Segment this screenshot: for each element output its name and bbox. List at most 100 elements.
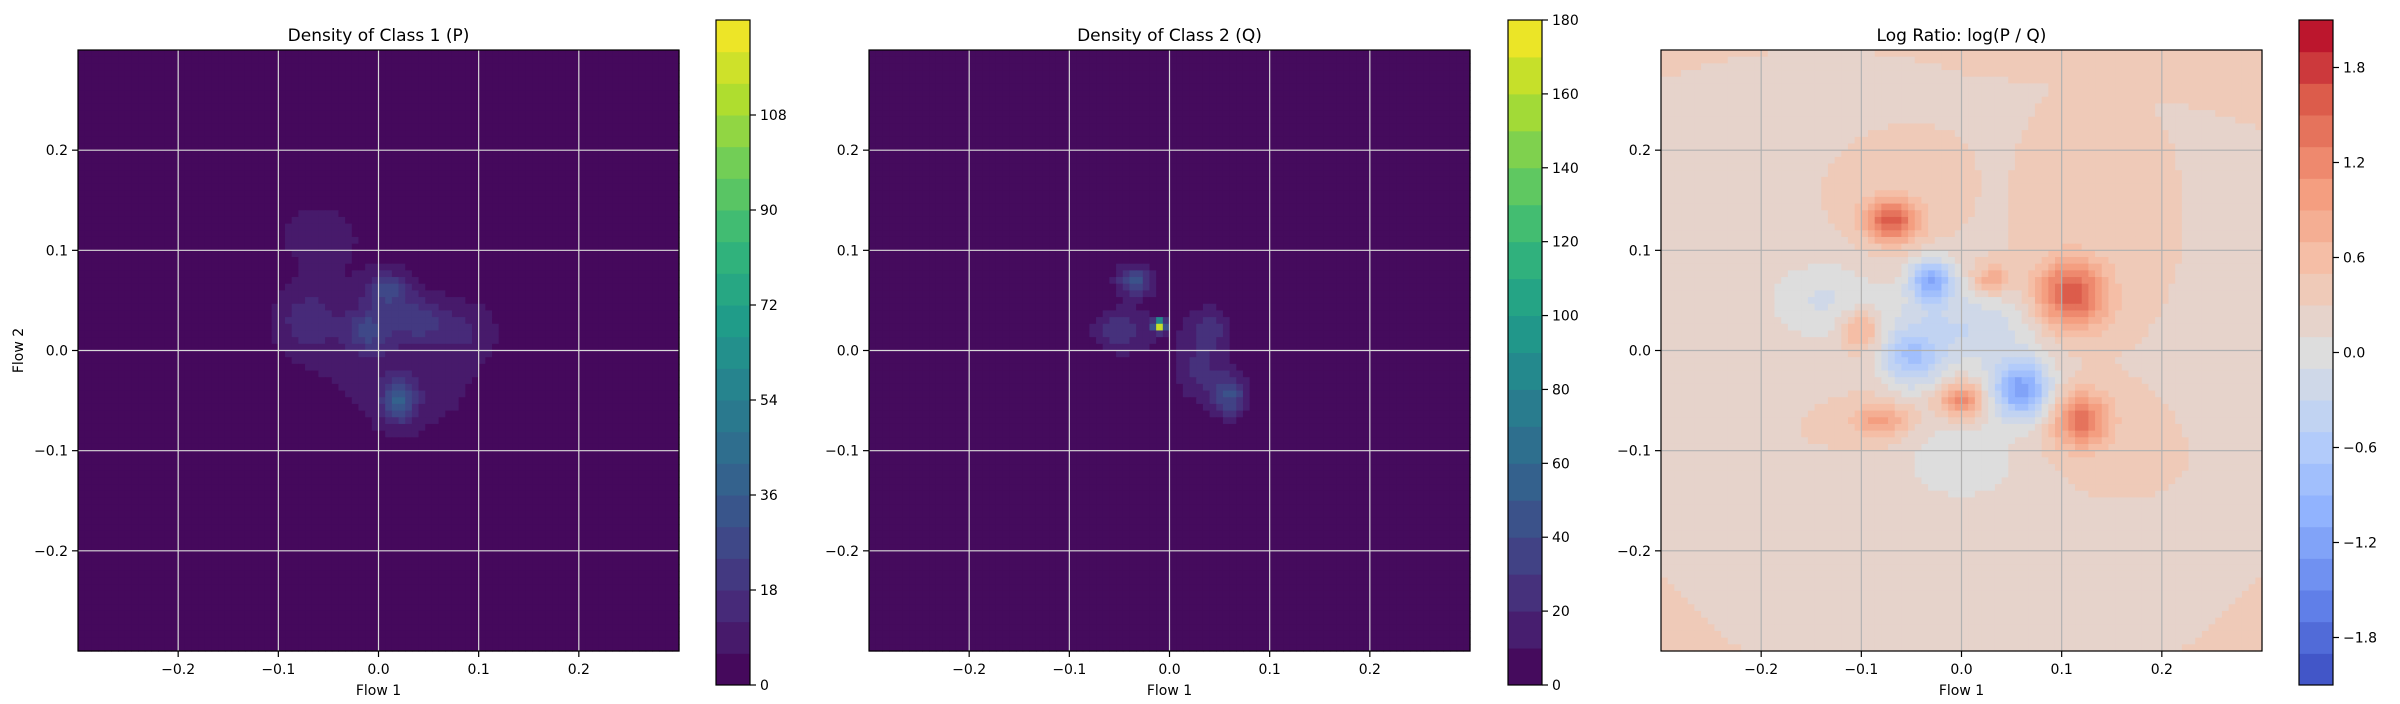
heatmap-cell — [419, 304, 426, 311]
heatmap-cell — [338, 337, 345, 344]
heatmap-cell — [298, 377, 305, 384]
heatmap-cell — [432, 224, 439, 231]
heatmap-cell — [345, 204, 352, 211]
heatmap-cell — [505, 57, 512, 64]
heatmap-cell — [265, 417, 272, 424]
heatmap-cell — [278, 250, 285, 257]
heatmap-cell — [138, 317, 145, 324]
heatmap-cell — [592, 177, 599, 184]
heatmap-cell — [125, 290, 132, 297]
heatmap-cell — [225, 117, 232, 124]
heatmap-cell — [91, 290, 98, 297]
heatmap-cell — [445, 63, 452, 70]
heatmap-cell — [545, 190, 552, 197]
heatmap-cell — [212, 184, 219, 191]
heatmap-cell — [559, 351, 566, 358]
heatmap-cell — [579, 70, 586, 77]
heatmap-cell — [192, 70, 199, 77]
heatmap-cell — [151, 50, 158, 57]
heatmap-cell — [185, 337, 192, 344]
heatmap-cell — [232, 351, 239, 358]
heatmap-cell — [78, 77, 85, 84]
heatmap-cell — [325, 83, 332, 90]
heatmap-cell — [325, 364, 332, 371]
heatmap-cell — [265, 170, 272, 177]
heatmap-cell — [419, 290, 426, 297]
heatmap-cell — [178, 324, 185, 331]
heatmap-cell — [559, 57, 566, 64]
heatmap-cell — [445, 50, 452, 57]
heatmap-cell — [238, 77, 245, 84]
heatmap-cell — [606, 404, 613, 411]
heatmap-cell — [519, 270, 526, 277]
heatmap-cell — [232, 411, 239, 418]
heatmap-cell — [499, 137, 506, 144]
heatmap-cell — [646, 70, 653, 77]
heatmap-cell — [439, 230, 446, 237]
heatmap-cell — [626, 264, 633, 271]
heatmap-cell — [452, 284, 459, 291]
heatmap-cell — [318, 417, 325, 424]
heatmap-cell — [439, 97, 446, 104]
heatmap-cell — [519, 377, 526, 384]
heatmap-cell — [325, 230, 332, 237]
heatmap-cell — [292, 97, 299, 104]
heatmap-cell — [445, 324, 452, 331]
heatmap-cell — [646, 177, 653, 184]
heatmap-cell — [532, 77, 539, 84]
heatmap-cell — [225, 184, 232, 191]
heatmap-cell — [632, 130, 639, 137]
heatmap-cell — [105, 190, 112, 197]
heatmap-cell — [599, 137, 606, 144]
heatmap-cell — [639, 357, 646, 364]
heatmap-cell — [158, 257, 165, 264]
heatmap-cell — [111, 391, 118, 398]
heatmap-cell — [632, 184, 639, 191]
heatmap-cell — [85, 204, 92, 211]
heatmap-cell — [385, 230, 392, 237]
heatmap-cell — [399, 237, 406, 244]
heatmap-cell — [532, 411, 539, 418]
heatmap-cell — [365, 210, 372, 217]
heatmap-cell — [252, 230, 259, 237]
heatmap-cell — [459, 97, 466, 104]
heatmap-cell — [345, 351, 352, 358]
heatmap-cell — [632, 57, 639, 64]
heatmap-cell — [452, 157, 459, 164]
heatmap-cell — [399, 330, 406, 337]
heatmap-cell — [218, 204, 225, 211]
heatmap-cell — [512, 103, 519, 110]
heatmap-cell — [218, 290, 225, 297]
heatmap-cell — [265, 324, 272, 331]
heatmap-cell — [91, 70, 98, 77]
heatmap-cell — [158, 224, 165, 231]
heatmap-cell — [379, 90, 386, 97]
heatmap-cell — [151, 324, 158, 331]
heatmap-cell — [285, 77, 292, 84]
heatmap-cell — [519, 391, 526, 398]
heatmap-cell — [659, 190, 666, 197]
heatmap-cell — [365, 77, 372, 84]
heatmap-cell — [612, 277, 619, 284]
heatmap-cell — [205, 170, 212, 177]
heatmap-cell — [545, 177, 552, 184]
heatmap-cell — [78, 377, 85, 384]
heatmap-cell — [552, 250, 559, 257]
heatmap-cell — [525, 103, 532, 110]
heatmap-cell — [599, 50, 606, 57]
heatmap-cell — [626, 270, 633, 277]
heatmap-cell — [265, 330, 272, 337]
heatmap-cell — [619, 257, 626, 264]
heatmap-cell — [105, 210, 112, 217]
heatmap-cell — [492, 351, 499, 358]
heatmap-cell — [158, 130, 165, 137]
heatmap-cell — [338, 277, 345, 284]
heatmap-cell — [606, 237, 613, 244]
heatmap-cell — [345, 364, 352, 371]
heatmap-cell — [632, 50, 639, 57]
heatmap-cell — [278, 237, 285, 244]
heatmap-cell — [646, 224, 653, 231]
heatmap-cell — [245, 371, 252, 378]
heatmap-cell — [459, 284, 466, 291]
heatmap-cell — [151, 170, 158, 177]
